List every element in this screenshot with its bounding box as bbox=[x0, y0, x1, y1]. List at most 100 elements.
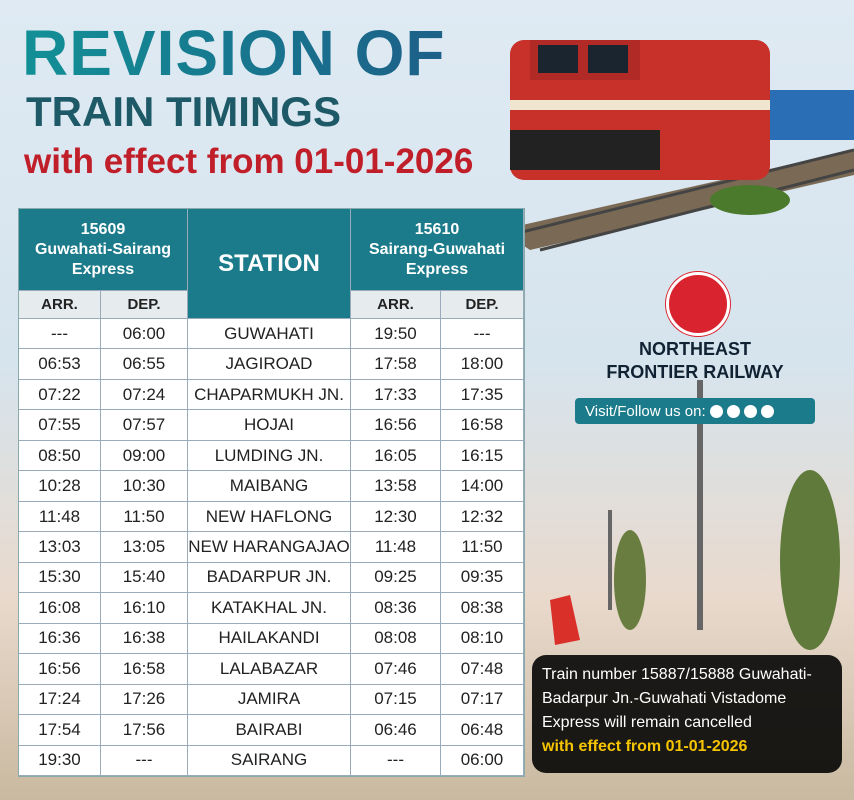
time-cell: 19:30 bbox=[19, 745, 101, 776]
train-header: 15610 Sairang-Guwahati Express bbox=[351, 209, 524, 291]
time-cell: 10:28 bbox=[19, 471, 101, 502]
time-cell: 16:56 bbox=[351, 410, 441, 441]
follow-bar: Visit/Follow us on: bbox=[575, 398, 815, 424]
time-cell: 15:30 bbox=[19, 562, 101, 594]
time-cell: 17:26 bbox=[101, 684, 188, 716]
subtitle: TRAIN TIMINGS bbox=[26, 88, 341, 135]
time-cell: 16:56 bbox=[19, 654, 101, 685]
station-cell: NEW HAFLONG bbox=[188, 501, 351, 533]
time-cell: 12:32 bbox=[441, 501, 524, 533]
station-cell: MAIBANG bbox=[188, 471, 351, 502]
station-cell: HOJAI bbox=[188, 410, 351, 441]
time-cell: 13:05 bbox=[101, 532, 188, 563]
time-cell: --- bbox=[19, 319, 101, 350]
time-cell: 15:40 bbox=[101, 562, 188, 594]
time-cell: 08:10 bbox=[441, 623, 524, 655]
time-cell: 06:53 bbox=[19, 349, 101, 380]
social-icon[interactable] bbox=[760, 404, 774, 418]
station-cell: BAIRABI bbox=[188, 715, 351, 746]
time-cell: 16:58 bbox=[101, 654, 188, 685]
time-cell: --- bbox=[351, 745, 441, 776]
time-cell: 17:56 bbox=[101, 715, 188, 746]
station-cell: CHAPARMUKH JN. bbox=[188, 379, 351, 411]
time-cell: 08:38 bbox=[441, 593, 524, 624]
time-cell: 17:24 bbox=[19, 684, 101, 716]
follow-text: Visit/Follow us on: bbox=[585, 402, 706, 420]
time-cell: 07:24 bbox=[101, 379, 188, 411]
time-cell: 10:30 bbox=[101, 471, 188, 502]
timetable: 15609 Guwahati-Sairang Express 15610 Sairan… bbox=[18, 208, 525, 777]
time-cell: 12:30 bbox=[351, 501, 441, 533]
station-header: STATION bbox=[188, 209, 351, 319]
time-cell: 11:50 bbox=[101, 501, 188, 533]
dep-header: DEP. bbox=[101, 291, 188, 319]
time-cell: 07:22 bbox=[19, 379, 101, 411]
notice-effective: with effect from 01-01-2026 bbox=[542, 738, 748, 755]
time-cell: --- bbox=[441, 319, 524, 350]
time-cell: 16:08 bbox=[19, 593, 101, 624]
time-cell: 17:54 bbox=[19, 715, 101, 746]
station-cell: LUMDING JN. bbox=[188, 440, 351, 472]
time-cell: 17:35 bbox=[441, 379, 524, 411]
time-cell: --- bbox=[101, 745, 188, 776]
time-cell: 16:38 bbox=[101, 623, 188, 655]
station-cell: SAIRANG bbox=[188, 745, 351, 776]
time-cell: 11:48 bbox=[351, 532, 441, 563]
time-cell: 07:17 bbox=[441, 684, 524, 716]
dep-header: DEP. bbox=[441, 291, 524, 319]
time-cell: 17:58 bbox=[351, 349, 441, 380]
notice: Train number 15887/15888 Guwahati-Badarp… bbox=[532, 655, 842, 773]
railway-name-line: NORTHEAST bbox=[639, 339, 751, 359]
arr-header: ARR. bbox=[19, 291, 101, 319]
background-art bbox=[500, 40, 854, 650]
time-cell: 07:48 bbox=[441, 654, 524, 685]
station-cell: KATAKHAL JN. bbox=[188, 593, 351, 624]
time-cell: 08:08 bbox=[351, 623, 441, 655]
time-cell: 09:35 bbox=[441, 562, 524, 594]
railway-logo bbox=[666, 272, 730, 336]
station-cell: NEW HARANGAJAO bbox=[188, 532, 351, 563]
station-cell: GUWAHATI bbox=[188, 319, 351, 350]
social-icon[interactable] bbox=[709, 404, 723, 418]
train-name: Sairang-Guwahati Express bbox=[368, 240, 506, 278]
station-cell: LALABAZAR bbox=[188, 654, 351, 685]
notice-text: Train number 15887/15888 Guwahati-Badarp… bbox=[542, 666, 812, 731]
time-cell: 06:48 bbox=[441, 715, 524, 746]
time-cell: 06:00 bbox=[441, 745, 524, 776]
time-cell: 11:50 bbox=[441, 532, 524, 563]
arr-header: ARR. bbox=[351, 291, 441, 319]
time-cell: 07:46 bbox=[351, 654, 441, 685]
time-cell: 06:46 bbox=[351, 715, 441, 746]
time-cell: 11:48 bbox=[19, 501, 101, 533]
railway-name-line: FRONTIER RAILWAY bbox=[606, 362, 784, 382]
railway-name: NORTHEAST FRONTIER RAILWAY bbox=[580, 338, 810, 384]
time-cell: 09:00 bbox=[101, 440, 188, 472]
time-cell: 16:36 bbox=[19, 623, 101, 655]
time-cell: 13:58 bbox=[351, 471, 441, 502]
social-icon[interactable] bbox=[726, 404, 740, 418]
social-icon[interactable] bbox=[743, 404, 757, 418]
station-cell: JAGIROAD bbox=[188, 349, 351, 380]
train-name: Guwahati-Sairang Express bbox=[34, 240, 172, 278]
train-header: 15609 Guwahati-Sairang Express bbox=[19, 209, 188, 291]
station-cell: BADARPUR JN. bbox=[188, 562, 351, 594]
time-cell: 16:15 bbox=[441, 440, 524, 472]
time-cell: 16:10 bbox=[101, 593, 188, 624]
time-cell: 17:33 bbox=[351, 379, 441, 411]
time-cell: 07:15 bbox=[351, 684, 441, 716]
station-cell: HAILAKANDI bbox=[188, 623, 351, 655]
time-cell: 19:50 bbox=[351, 319, 441, 350]
time-cell: 08:36 bbox=[351, 593, 441, 624]
effective-date: with effect from 01-01-2026 bbox=[24, 142, 474, 181]
time-cell: 07:57 bbox=[101, 410, 188, 441]
time-cell: 13:03 bbox=[19, 532, 101, 563]
train-no: 15609 bbox=[80, 220, 126, 238]
time-cell: 07:55 bbox=[19, 410, 101, 441]
station-cell: JAMIRA bbox=[188, 684, 351, 716]
time-cell: 06:55 bbox=[101, 349, 188, 380]
time-cell: 18:00 bbox=[441, 349, 524, 380]
train-no: 15610 bbox=[414, 220, 460, 238]
time-cell: 08:50 bbox=[19, 440, 101, 472]
time-cell: 16:58 bbox=[441, 410, 524, 441]
